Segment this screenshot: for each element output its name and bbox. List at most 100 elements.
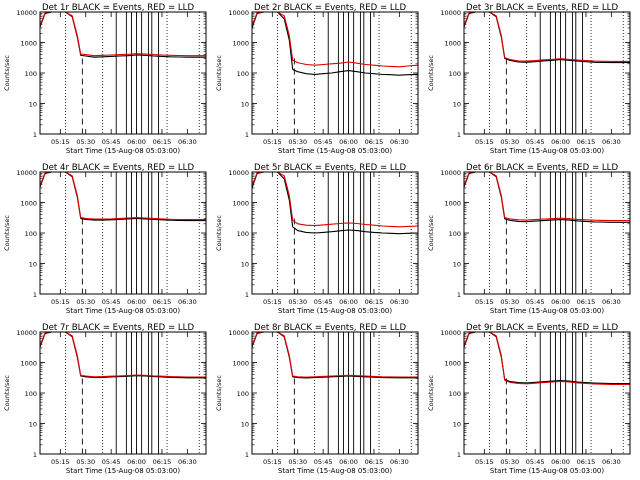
y-tick-label: 100 xyxy=(237,230,249,238)
y-tick-label: 1 xyxy=(33,131,37,139)
y-axis-label: Counts/sec xyxy=(215,215,223,251)
plot-frame xyxy=(39,331,207,455)
x-tick-label: 05:15 xyxy=(51,298,70,306)
y-tick-label: 1000 xyxy=(444,360,461,368)
detector-panel: Det 7r BLACK = Events, RED = LLD Counts/s… xyxy=(3,323,207,475)
panel-marks xyxy=(464,12,630,134)
y-tick-label: 1000 xyxy=(444,200,461,208)
x-tick-label: 06:00 xyxy=(339,138,358,146)
series-line xyxy=(40,12,206,58)
y-tick-label: 10 xyxy=(29,421,37,429)
panel-title: Det 6r BLACK = Events, RED = LLD xyxy=(466,163,618,173)
y-tick-label: 1000 xyxy=(20,40,37,48)
x-tick-label: 06:30 xyxy=(178,298,197,306)
series-line xyxy=(40,332,206,379)
series-line xyxy=(464,332,630,385)
y-tick-label: 10000 xyxy=(440,9,461,17)
x-axis-label: Start Time (15-Aug-08 05:03:00) xyxy=(278,467,392,475)
y-tick-label: 10000 xyxy=(16,169,37,177)
x-tick-label: 06:15 xyxy=(577,298,596,306)
x-tick-label: 06:30 xyxy=(390,298,409,306)
y-tick-label: 1000 xyxy=(444,40,461,48)
panel-title: Det 9r BLACK = Events, RED = LLD xyxy=(466,323,618,333)
y-tick-label: 10 xyxy=(29,101,37,109)
x-tick-label: 06:15 xyxy=(577,138,596,146)
x-axis-label: Start Time (15-Aug-08 05:03:00) xyxy=(66,147,180,155)
x-tick-label: 05:15 xyxy=(51,138,70,146)
detector-panel: Det 5r BLACK = Events, RED = LLD Counts/s… xyxy=(215,163,419,315)
x-tick-label: 06:00 xyxy=(127,458,146,466)
x-tick-label: 05:15 xyxy=(263,298,282,306)
x-tick-label: 06:15 xyxy=(365,458,384,466)
series-line xyxy=(252,12,418,68)
y-tick-label: 100 xyxy=(237,70,249,78)
series-line xyxy=(464,12,630,64)
y-tick-label: 1 xyxy=(457,131,461,139)
x-tick-label: 06:00 xyxy=(551,458,570,466)
detector-panel: Det 3r BLACK = Events, RED = LLD Counts/s… xyxy=(427,3,631,155)
y-tick-label: 10 xyxy=(453,421,461,429)
y-tick-label: 10 xyxy=(453,261,461,269)
x-tick-label: 05:30 xyxy=(500,298,519,306)
x-tick-label: 06:15 xyxy=(365,138,384,146)
x-tick-label: 06:15 xyxy=(153,298,172,306)
y-tick-label: 10 xyxy=(453,101,461,109)
x-tick-label: 06:30 xyxy=(178,458,197,466)
panel-marks xyxy=(252,12,418,134)
series-line xyxy=(252,172,418,235)
y-tick-label: 10000 xyxy=(228,329,249,337)
x-axis-label: Start Time (15-Aug-08 05:03:00) xyxy=(66,467,180,475)
y-axis-label: Counts/sec xyxy=(215,375,223,411)
plot-frame xyxy=(39,11,207,135)
x-tick-label: 05:30 xyxy=(500,458,519,466)
x-tick-label: 05:30 xyxy=(288,138,307,146)
x-tick-label: 05:30 xyxy=(76,458,95,466)
x-tick-label: 05:30 xyxy=(500,138,519,146)
series-line xyxy=(252,332,418,379)
detector-panel: Det 4r BLACK = Events, RED = LLD Counts/s… xyxy=(3,163,207,315)
plot-frame xyxy=(39,171,207,295)
detector-panel: Det 8r BLACK = Events, RED = LLD Counts/s… xyxy=(215,323,419,475)
y-axis-label: Counts/sec xyxy=(3,375,11,411)
series-line xyxy=(464,172,630,223)
series-line xyxy=(464,332,630,385)
panel-marks xyxy=(40,332,206,454)
x-tick-label: 05:45 xyxy=(526,138,545,146)
y-axis-label: Counts/sec xyxy=(427,55,435,91)
x-tick-label: 06:30 xyxy=(390,138,409,146)
x-tick-label: 05:45 xyxy=(102,298,121,306)
panel-marks xyxy=(464,172,630,294)
panel-title: Det 7r BLACK = Events, RED = LLD xyxy=(42,323,194,333)
y-tick-label: 10000 xyxy=(440,329,461,337)
x-tick-label: 06:30 xyxy=(602,298,621,306)
panel-marks xyxy=(40,172,206,294)
x-tick-label: 05:45 xyxy=(102,138,121,146)
y-tick-label: 100 xyxy=(449,390,461,398)
plot-frame xyxy=(251,331,419,455)
x-tick-label: 05:45 xyxy=(526,298,545,306)
x-tick-label: 05:15 xyxy=(51,458,70,466)
y-tick-label: 10 xyxy=(241,421,249,429)
x-tick-label: 06:00 xyxy=(551,298,570,306)
y-tick-label: 1 xyxy=(33,291,37,299)
y-tick-label: 10000 xyxy=(440,169,461,177)
x-axis-label: Start Time (15-Aug-08 05:03:00) xyxy=(66,307,180,315)
series-line xyxy=(252,12,418,76)
y-tick-label: 100 xyxy=(449,70,461,78)
x-tick-label: 05:45 xyxy=(314,298,333,306)
x-tick-label: 05:30 xyxy=(288,458,307,466)
x-tick-label: 05:45 xyxy=(526,458,545,466)
series-line xyxy=(40,332,206,378)
x-axis-label: Start Time (15-Aug-08 05:03:00) xyxy=(278,147,392,155)
plot-frame xyxy=(463,331,631,455)
panel-marks xyxy=(252,332,418,454)
x-tick-label: 05:45 xyxy=(102,458,121,466)
x-axis-label: Start Time (15-Aug-08 05:03:00) xyxy=(278,307,392,315)
plot-frame xyxy=(251,171,419,295)
panel-title: Det 3r BLACK = Events, RED = LLD xyxy=(466,3,618,13)
detector-panel: Det 2r BLACK = Events, RED = LLD Counts/s… xyxy=(215,3,419,155)
y-tick-label: 100 xyxy=(449,230,461,238)
series-line xyxy=(252,172,418,228)
y-tick-label: 1 xyxy=(33,451,37,459)
